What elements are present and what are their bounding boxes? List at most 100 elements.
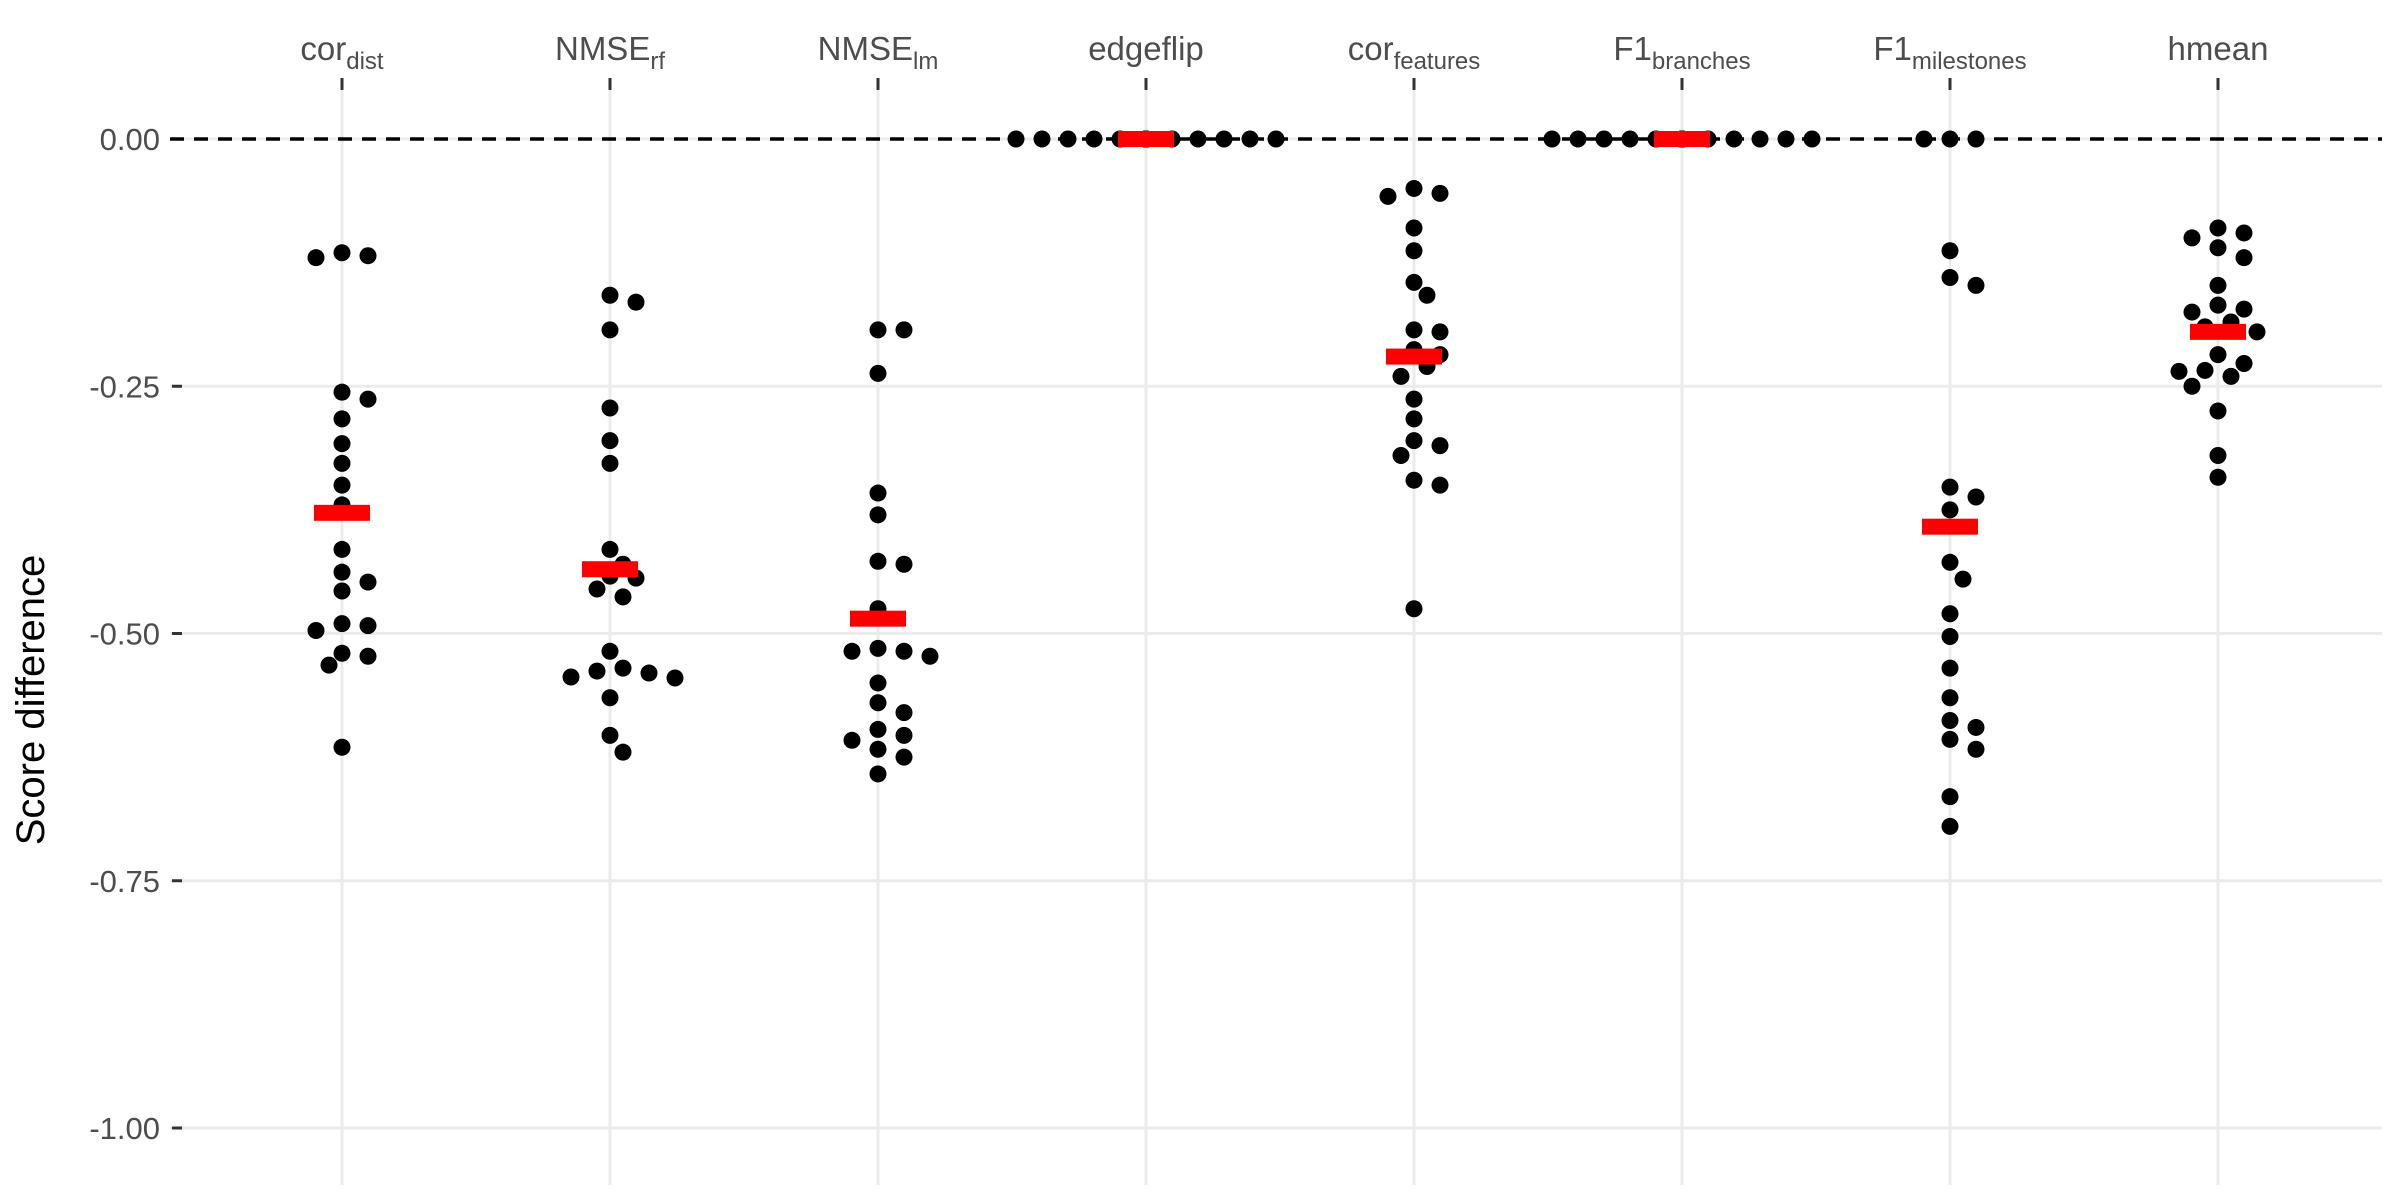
- x-tick-label: hmean: [2168, 30, 2269, 67]
- x-axis-top: cordist NMSErf NMSElm edgeflip corfeatures F1…: [300, 30, 2268, 90]
- data-point: [2209, 402, 2227, 420]
- data-point: [869, 765, 887, 783]
- data-point: [1392, 446, 1410, 464]
- data-point: [1033, 130, 1051, 148]
- data-point: [588, 580, 606, 598]
- data-point: [895, 555, 913, 573]
- data-point: [1405, 219, 1423, 237]
- x-tick-label: NMSElm: [818, 30, 939, 75]
- data-point: [601, 689, 619, 707]
- data-point: [1967, 488, 1985, 506]
- data-point: [614, 588, 632, 606]
- data-point: [1941, 627, 1959, 645]
- grid-lines: [170, 88, 2382, 1185]
- mean-marker: [1654, 131, 1710, 147]
- data-point: [2209, 346, 2227, 364]
- data-point: [333, 244, 351, 262]
- data-point: [1392, 367, 1410, 385]
- data-point: [601, 454, 619, 472]
- x-tick-label-base: cor: [300, 30, 346, 67]
- data-point: [1954, 570, 1972, 588]
- x-tick-label: edgeflip: [1088, 30, 1204, 67]
- data-point: [1431, 184, 1449, 202]
- data-point: [1941, 478, 1959, 496]
- data-point: [2209, 296, 2227, 314]
- x-tick-label-subscript: branches: [1652, 48, 1751, 75]
- x-tick-label-base: F1: [1873, 30, 1912, 67]
- data-point: [2196, 361, 2214, 379]
- y-tick-label: -0.25: [89, 369, 160, 404]
- x-tick-label: corfeatures: [1348, 30, 1481, 75]
- x-tick-label-base: F1: [1613, 30, 1652, 67]
- data-point: [562, 668, 580, 686]
- data-point: [895, 642, 913, 660]
- mean-markers: [314, 131, 2246, 627]
- data-point: [2209, 219, 2227, 237]
- x-tick-label-base: edgeflip: [1088, 30, 1204, 67]
- y-axis-title: Score difference: [9, 555, 53, 846]
- data-point: [333, 615, 351, 633]
- data-point: [1941, 817, 1959, 835]
- data-point: [359, 247, 377, 265]
- data-point: [1405, 390, 1423, 408]
- data-point: [2209, 239, 2227, 257]
- x-tick-label-base: hmean: [2168, 30, 2269, 67]
- data-point: [2235, 355, 2253, 373]
- x-tick-label-subscript: lm: [913, 48, 938, 75]
- data-point: [1405, 273, 1423, 291]
- data-point: [1431, 476, 1449, 494]
- data-point: [2235, 300, 2253, 318]
- y-tick-label: 0.00: [100, 122, 160, 157]
- data-point: [1941, 730, 1959, 748]
- data-point: [1431, 323, 1449, 341]
- x-tick-label-subscript: features: [1394, 48, 1481, 75]
- data-point: [359, 390, 377, 408]
- data-point: [1941, 659, 1959, 677]
- data-point: [601, 726, 619, 744]
- data-point: [1941, 130, 1959, 148]
- mean-marker: [850, 610, 906, 627]
- x-tick-label: cordist: [300, 30, 384, 75]
- data-point: [869, 720, 887, 738]
- data-point: [333, 383, 351, 401]
- data-point: [2222, 367, 2240, 385]
- y-tick-label: -0.50: [89, 617, 160, 652]
- data-point: [869, 694, 887, 712]
- data-point: [1431, 437, 1449, 455]
- x-tick-label-base: NMSE: [818, 30, 913, 67]
- data-point: [1405, 179, 1423, 197]
- data-point: [333, 563, 351, 581]
- data-point: [843, 642, 861, 660]
- data-point: [869, 740, 887, 758]
- mean-marker: [1386, 348, 1442, 365]
- data-point: [1405, 432, 1423, 450]
- x-tick-label: F1branches: [1613, 30, 1750, 75]
- data-point: [1967, 718, 1985, 736]
- x-tick-label: F1milestones: [1873, 30, 2026, 75]
- data-point: [614, 743, 632, 761]
- data-point: [1777, 130, 1795, 148]
- data-point: [2170, 362, 2188, 380]
- data-point: [1941, 501, 1959, 519]
- mean-marker: [1118, 131, 1174, 147]
- data-point: [333, 582, 351, 600]
- data-point: [1941, 553, 1959, 571]
- data-point: [1085, 130, 1103, 148]
- data-point: [1418, 286, 1436, 304]
- data-point: [895, 704, 913, 722]
- data-point: [1189, 130, 1207, 148]
- data-point: [359, 617, 377, 635]
- data-point: [2183, 229, 2201, 247]
- mean-marker: [582, 561, 638, 578]
- data-point: [588, 662, 606, 680]
- data-point: [333, 738, 351, 756]
- x-tick-label-subscript: rf: [650, 48, 665, 75]
- data-point: [333, 435, 351, 453]
- data-point: [333, 410, 351, 428]
- data-point: [843, 731, 861, 749]
- data-point: [359, 573, 377, 591]
- data-point: [627, 293, 645, 311]
- data-point: [869, 674, 887, 692]
- data-point: [1967, 740, 1985, 758]
- data-point: [1405, 321, 1423, 339]
